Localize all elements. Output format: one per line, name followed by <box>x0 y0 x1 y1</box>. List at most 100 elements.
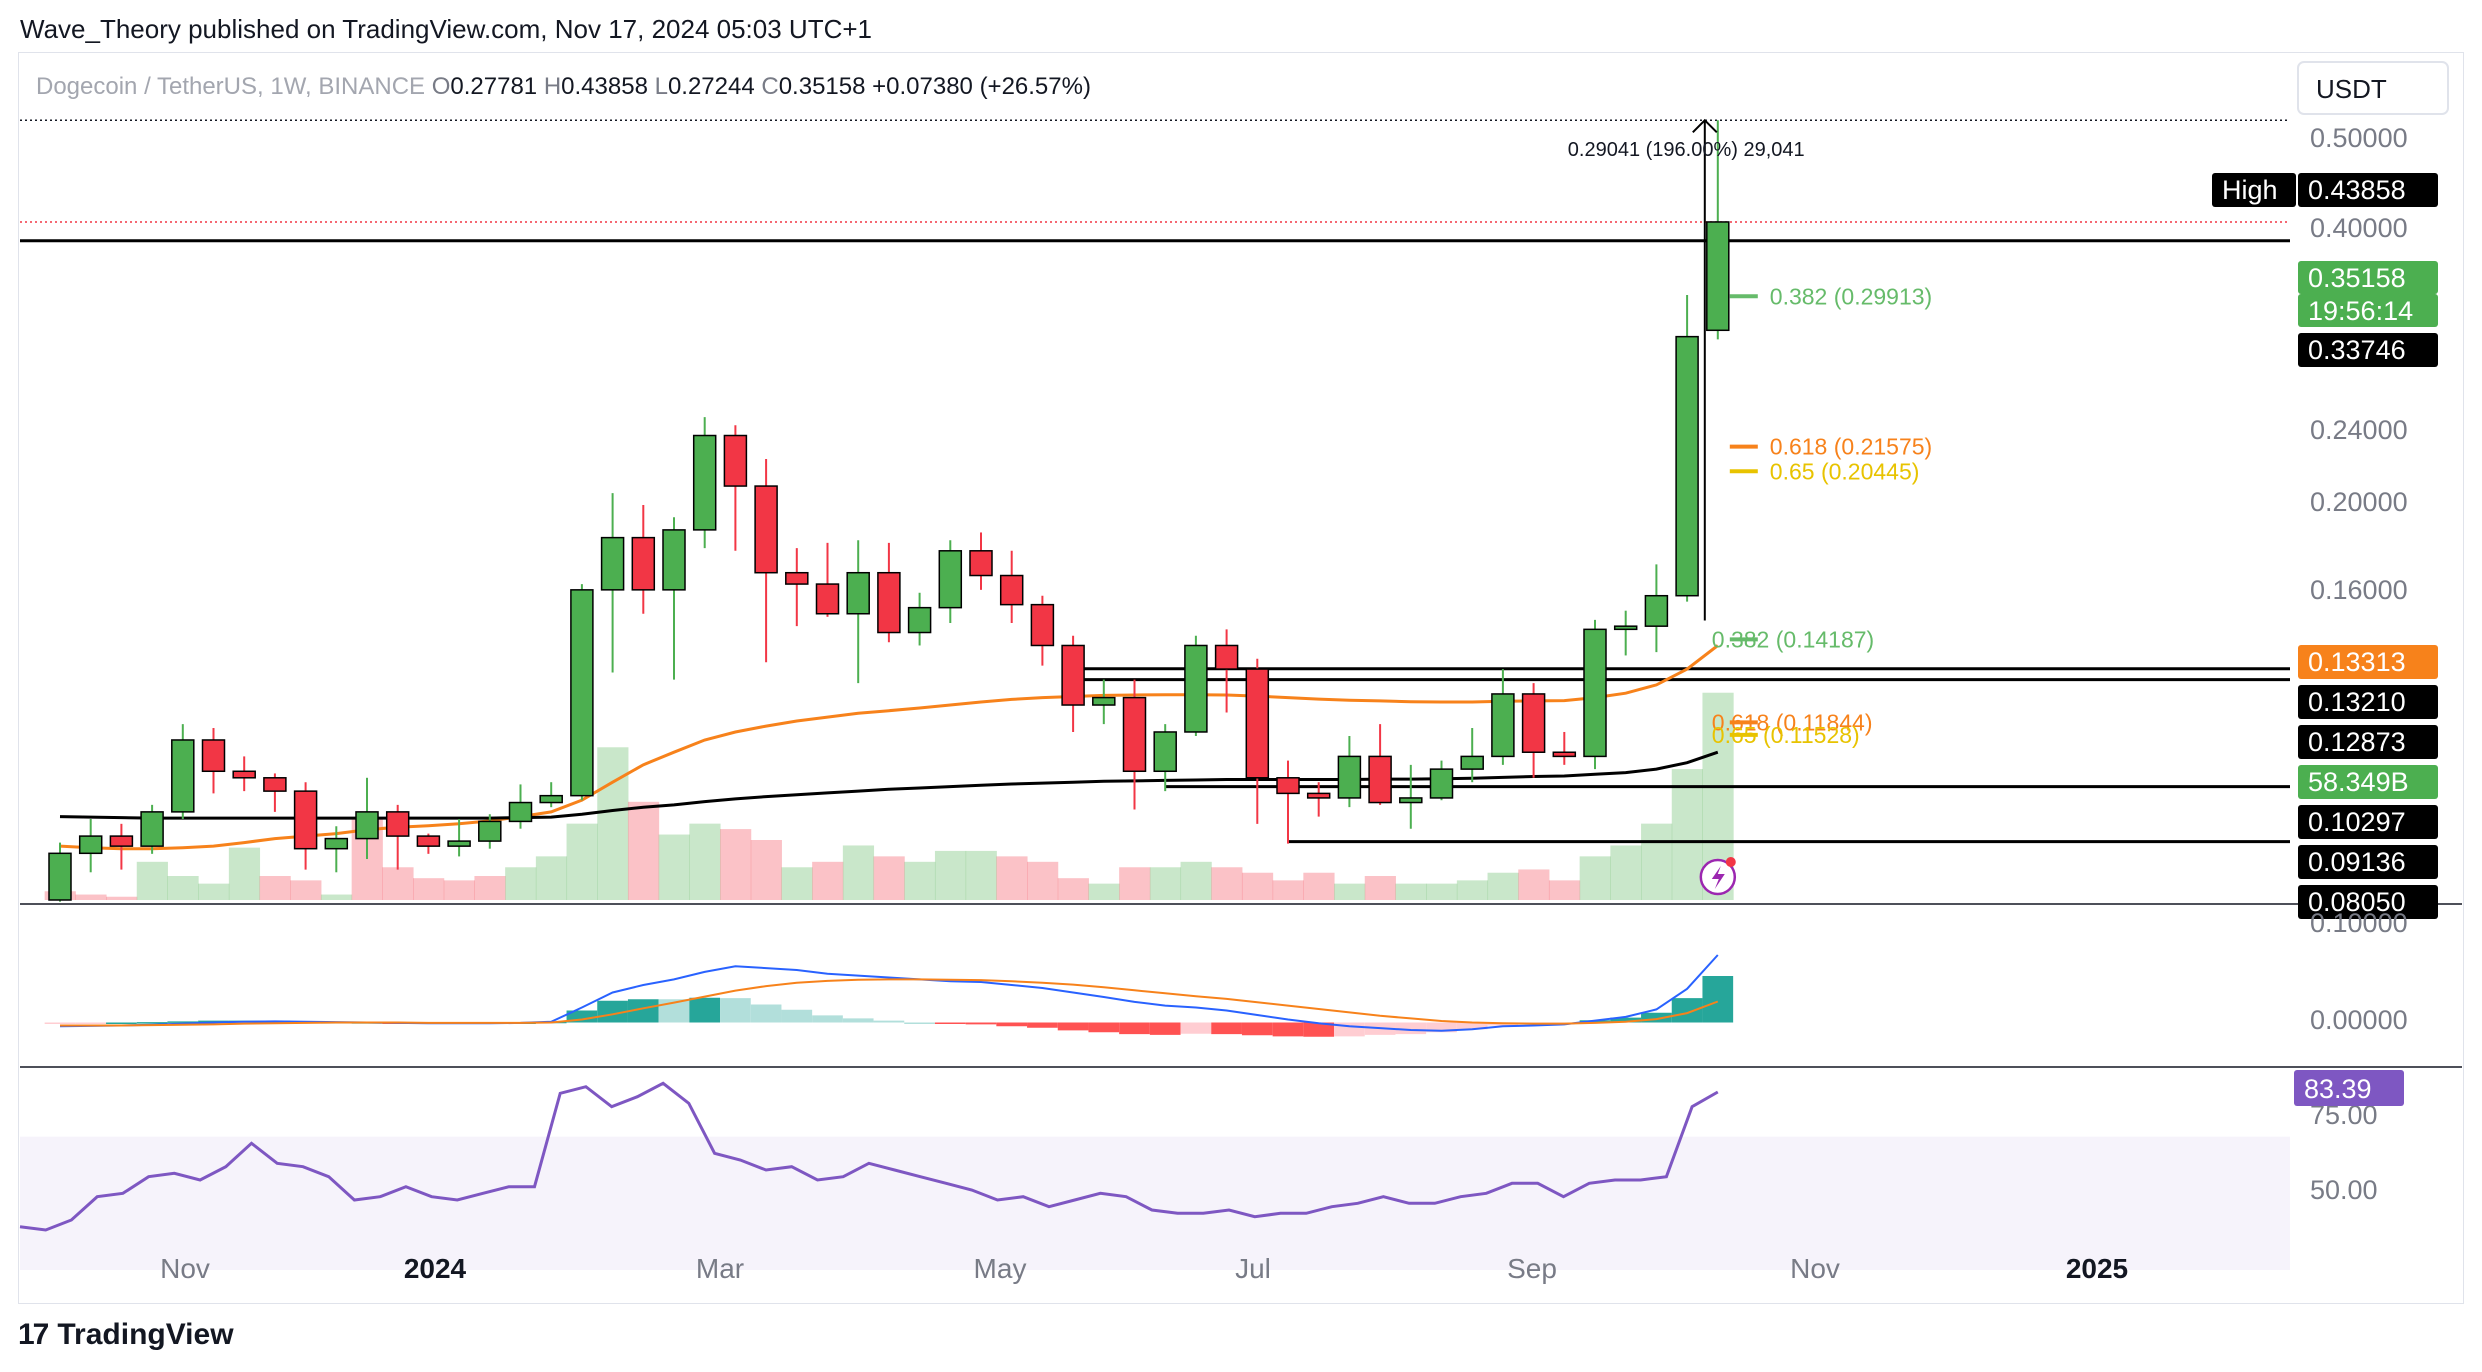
candle-body <box>1214 644 1239 670</box>
candle-body <box>1061 644 1085 706</box>
macd-line-macd <box>59 954 1719 1032</box>
volume-area-down <box>106 896 138 900</box>
candle-body <box>999 574 1024 606</box>
candle-body <box>1122 696 1147 773</box>
macd-histogram-bar <box>167 1021 199 1023</box>
volume-area-down <box>1027 861 1059 900</box>
candle-body <box>1644 594 1669 627</box>
fib-label: 0.618 (0.11844) <box>1712 709 1873 735</box>
volume-area-down <box>382 867 414 900</box>
brand-name[interactable]: TradingView <box>57 1318 234 1351</box>
macd-histogram-bar <box>1057 1022 1089 1031</box>
candle-body <box>355 811 379 840</box>
lightning-icon <box>1711 866 1725 889</box>
volume-area-down <box>873 856 905 900</box>
x-axis-tick: 2024 <box>404 1253 467 1284</box>
price-tag <box>2212 173 2296 207</box>
volume-area-down <box>443 880 475 900</box>
volume-area-up <box>1395 883 1427 900</box>
macd-histogram-bar <box>1241 1022 1273 1036</box>
rsi-line <box>19 1081 1719 1232</box>
volume-area-down <box>474 876 506 900</box>
macd-histogram-bar <box>996 1022 1028 1027</box>
candle-body <box>1399 797 1423 804</box>
candle-body <box>1706 221 1730 332</box>
volume-area-up <box>1426 883 1458 900</box>
volume-area-up <box>566 823 598 900</box>
volume-area-down <box>75 894 107 900</box>
volume-area-up <box>658 834 690 900</box>
volume-area-up <box>198 883 230 900</box>
macd-histogram-bar <box>1149 1022 1181 1035</box>
price-tag-label: 0.43858 <box>2308 175 2406 205</box>
macd-histogram-bar <box>812 1015 843 1023</box>
candle-body <box>754 485 778 574</box>
volume-area-up <box>1641 823 1673 900</box>
macd-axis-tick: 0.10000 <box>2310 908 2408 938</box>
candle-body <box>1337 755 1362 799</box>
macd-histogram-bar <box>873 1020 905 1023</box>
candle-body <box>324 837 349 850</box>
candle-body <box>815 583 840 615</box>
macd-histogram-bar <box>1303 1022 1335 1037</box>
candle-body <box>109 835 134 847</box>
footer: 17 TradingView <box>18 1318 234 1352</box>
volume-area-up <box>167 876 199 900</box>
candle-body <box>600 536 625 591</box>
volume-area-up <box>781 867 813 900</box>
price-axis-tick: 0.40000 <box>2310 213 2408 243</box>
macd-histogram-bar <box>1671 998 1703 1023</box>
price-tag-label: High <box>2222 175 2278 205</box>
volume-area-up <box>136 861 168 900</box>
candle-body <box>846 571 870 615</box>
macd-histogram-bar <box>627 999 659 1023</box>
macd-axis-tick: 0.00000 <box>2310 1005 2408 1035</box>
volume-area-up <box>934 850 967 900</box>
volume-area-up <box>1579 856 1611 900</box>
price-tag <box>2298 885 2438 919</box>
macd-histogram-bar <box>720 998 751 1023</box>
volume-area-down <box>1272 880 1304 900</box>
price-axis-tick: 0.50000 <box>2310 123 2408 153</box>
candle-body <box>1306 792 1331 799</box>
price-tag-label: 19:56:14 <box>2308 296 2413 326</box>
rsi-axis-tick: 50.00 <box>2310 1175 2378 1205</box>
macd-histogram-bar <box>1211 1022 1242 1035</box>
candle-body <box>1583 628 1607 758</box>
rsi-band <box>20 1136 2290 1270</box>
candle-body <box>293 790 318 850</box>
volume-area-up <box>1610 845 1642 900</box>
macd-histogram-bar <box>1180 1022 1212 1034</box>
candle-body <box>385 811 410 837</box>
fib-label: 0.65 (0.11528) <box>1712 722 1860 748</box>
volume-area-up <box>1487 872 1519 900</box>
candle-body <box>1460 755 1484 770</box>
volume-area-down <box>1057 878 1089 900</box>
x-axis-tick: Nov <box>1790 1253 1840 1284</box>
macd-histogram-bar <box>136 1022 168 1024</box>
fib-label: 0.618 (0.21575) <box>1770 434 1932 460</box>
volume-area-down <box>996 856 1028 900</box>
alert-dot-icon <box>1725 857 1736 867</box>
price-axis-tick: 0.20000 <box>2310 487 2408 517</box>
candle-body <box>877 571 901 634</box>
volume-area-up <box>842 845 875 900</box>
volume-area-up <box>535 856 568 900</box>
candle-body <box>1491 693 1515 758</box>
macd-histogram-bar <box>1641 1012 1672 1023</box>
macd-histogram-bar <box>658 999 690 1023</box>
macd-histogram-bar <box>965 1022 997 1025</box>
macd-histogram-bar <box>750 1004 782 1023</box>
candle-body <box>48 852 72 901</box>
candle-body <box>171 739 195 813</box>
macd-line-signal <box>60 978 1719 1027</box>
price-tag-label: 0.13210 <box>2308 687 2406 717</box>
candle-body <box>969 550 993 577</box>
price-tag-label: 58.349B <box>2308 767 2409 797</box>
volume-area-up <box>505 867 537 900</box>
price-tag <box>2298 765 2438 799</box>
candle-body <box>1184 644 1208 733</box>
macd-histogram-bar <box>1088 1022 1120 1033</box>
price-tag-label: 0.13313 <box>2308 647 2406 677</box>
